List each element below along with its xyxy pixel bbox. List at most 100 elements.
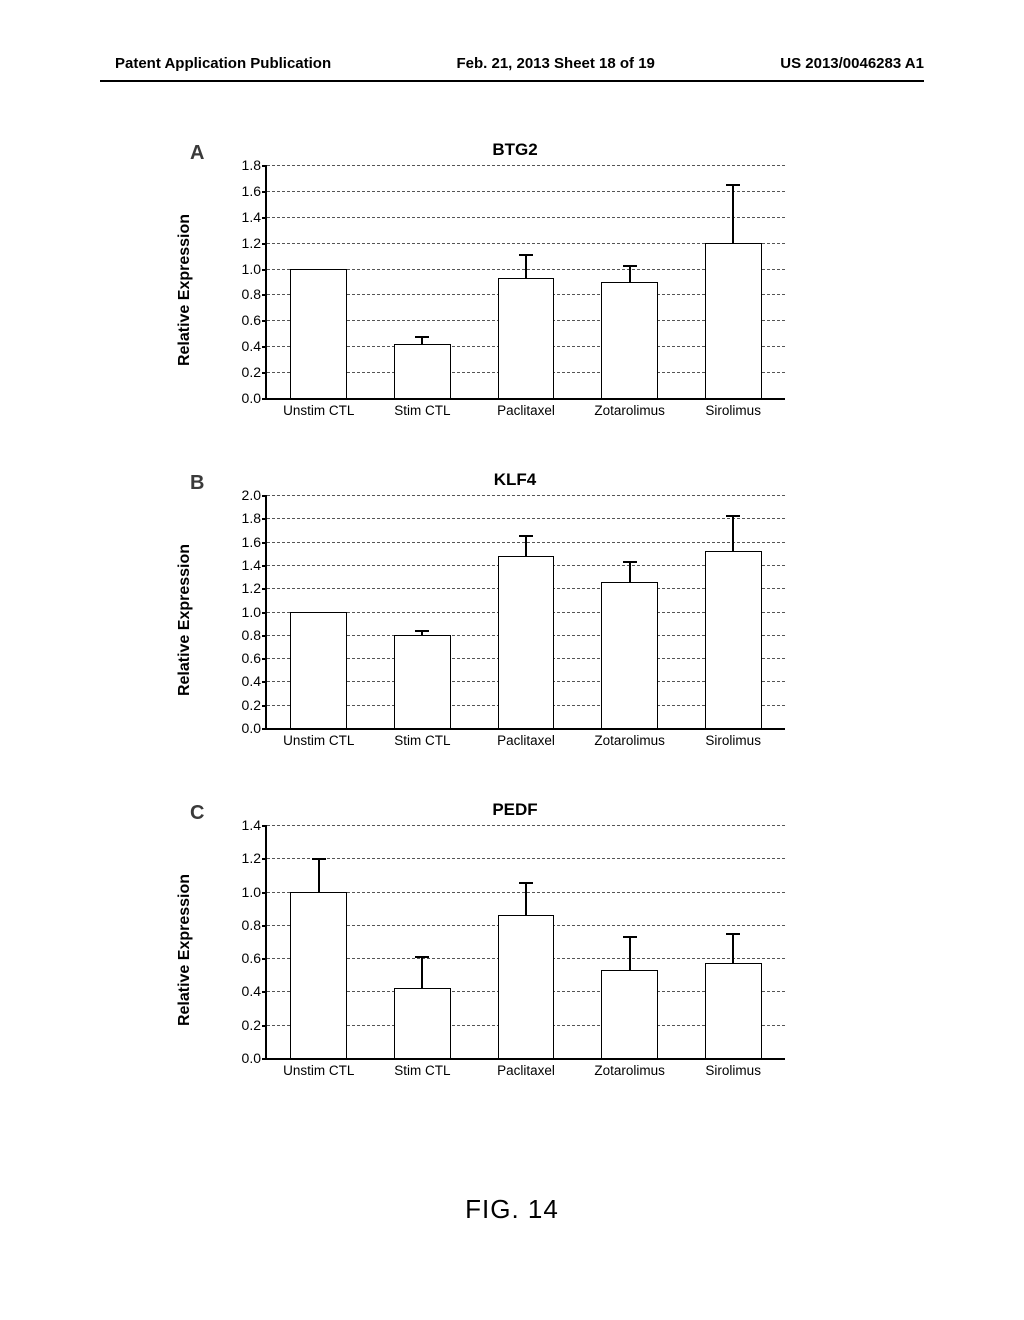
y-tick-label: 1.0 <box>242 261 267 277</box>
header-right: US 2013/0046283 A1 <box>780 55 924 72</box>
error-bar-cap <box>415 630 429 632</box>
y-tick-label: 0.2 <box>242 697 267 713</box>
y-tick-label: 0.0 <box>242 720 267 736</box>
y-tick-label: 1.4 <box>242 209 267 225</box>
bar <box>290 892 347 1058</box>
error-bar-stem <box>732 186 734 244</box>
chart-title: BTG2 <box>190 140 840 160</box>
y-tick-label: 1.8 <box>242 157 267 173</box>
x-tick-label: Unstim CTL <box>283 733 354 748</box>
y-tick-label: 0.6 <box>242 650 267 666</box>
grid-line <box>267 858 785 859</box>
bar <box>705 551 762 728</box>
grid-line <box>267 495 785 496</box>
x-tick-label: Zotarolimus <box>594 1063 665 1078</box>
x-tick-label: Paclitaxel <box>497 733 555 748</box>
page-header: Patent Application Publication Feb. 21, … <box>0 55 1024 72</box>
x-tick-label: Stim CTL <box>394 733 450 748</box>
x-tick-label: Paclitaxel <box>497 1063 555 1078</box>
x-tick-label: Unstim CTL <box>283 403 354 418</box>
y-tick-label: 2.0 <box>242 487 267 503</box>
y-tick-label: 0.8 <box>242 286 267 302</box>
grid-line <box>267 217 785 218</box>
x-tick-label: Paclitaxel <box>497 403 555 418</box>
y-tick-label: 1.2 <box>242 580 267 596</box>
bar <box>394 635 451 728</box>
x-tick-label: Stim CTL <box>394 403 450 418</box>
error-bar-cap <box>519 535 533 537</box>
y-tick-label: 0.4 <box>242 983 267 999</box>
bar <box>705 963 762 1058</box>
y-axis-label: Relative Expression <box>176 544 194 696</box>
plot-area: 0.00.20.40.60.81.01.21.4Unstim CTLStim C… <box>265 825 785 1060</box>
x-tick-label: Unstim CTL <box>283 1063 354 1078</box>
grid-line <box>267 165 785 166</box>
y-tick-label: 1.4 <box>242 817 267 833</box>
y-tick-label: 1.2 <box>242 235 267 251</box>
y-tick-label: 0.2 <box>242 1017 267 1033</box>
error-bar-cap <box>726 933 740 935</box>
error-bar-stem <box>629 267 631 282</box>
chart-panel-c: CPEDFRelative Expression0.00.20.40.60.81… <box>190 800 840 1100</box>
y-tick-label: 1.0 <box>242 604 267 620</box>
x-tick-label: Zotarolimus <box>594 733 665 748</box>
bar <box>705 243 762 398</box>
bar <box>601 582 658 728</box>
y-tick-label: 0.8 <box>242 627 267 643</box>
error-bar-cap <box>415 956 429 958</box>
chart-title: KLF4 <box>190 470 840 490</box>
bar <box>394 988 451 1058</box>
y-tick-label: 0.6 <box>242 312 267 328</box>
y-tick-label: 1.6 <box>242 534 267 550</box>
chart-title: PEDF <box>190 800 840 820</box>
y-tick-label: 1.0 <box>242 884 267 900</box>
error-bar-stem <box>421 632 423 635</box>
y-tick-label: 0.0 <box>242 390 267 406</box>
header-center: Feb. 21, 2013 Sheet 18 of 19 <box>456 55 654 72</box>
y-tick-label: 0.4 <box>242 673 267 689</box>
y-tick-label: 0.2 <box>242 364 267 380</box>
x-tick-label: Zotarolimus <box>594 403 665 418</box>
y-axis-label: Relative Expression <box>176 874 194 1026</box>
x-tick-label: Sirolimus <box>705 403 761 418</box>
bar <box>394 344 451 398</box>
error-bar-stem <box>525 884 527 915</box>
bar <box>498 556 555 728</box>
y-tick-label: 1.8 <box>242 510 267 526</box>
chart-panel-a: ABTG2Relative Expression0.00.20.40.60.81… <box>190 140 840 440</box>
error-bar-stem <box>732 935 734 965</box>
y-tick-label: 0.4 <box>242 338 267 354</box>
error-bar-cap <box>623 561 637 563</box>
bar <box>498 915 555 1058</box>
error-bar-stem <box>525 256 527 279</box>
y-tick-label: 0.6 <box>242 950 267 966</box>
error-bar-cap <box>623 265 637 267</box>
grid-line <box>267 191 785 192</box>
error-bar-cap <box>415 336 429 338</box>
error-bar-cap <box>726 184 740 186</box>
error-bar-stem <box>421 338 423 344</box>
plot-area: 0.00.20.40.60.81.01.21.41.61.8Unstim CTL… <box>265 165 785 400</box>
chart-panel-b: BKLF4Relative Expression0.00.20.40.60.81… <box>190 470 840 770</box>
y-tick-label: 1.6 <box>242 183 267 199</box>
error-bar-cap <box>312 858 326 860</box>
y-axis-label: Relative Expression <box>176 214 194 366</box>
bar <box>290 612 347 729</box>
plot-area: 0.00.20.40.60.81.01.21.41.61.82.0Unstim … <box>265 495 785 730</box>
x-tick-label: Sirolimus <box>705 1063 761 1078</box>
error-bar-cap <box>519 254 533 256</box>
bar <box>498 278 555 398</box>
figure-label: FIG. 14 <box>0 1194 1024 1225</box>
y-tick-label: 0.8 <box>242 917 267 933</box>
error-bar-cap <box>726 515 740 517</box>
error-bar-stem <box>421 958 423 989</box>
bar <box>290 269 347 398</box>
grid-line <box>267 518 785 519</box>
error-bar-stem <box>732 517 734 552</box>
figure-content: ABTG2Relative Expression0.00.20.40.60.81… <box>190 140 840 1130</box>
y-tick-label: 0.0 <box>242 1050 267 1066</box>
header-left: Patent Application Publication <box>115 55 331 72</box>
error-bar-stem <box>318 860 320 893</box>
bar <box>601 282 658 399</box>
error-bar-stem <box>525 537 527 557</box>
